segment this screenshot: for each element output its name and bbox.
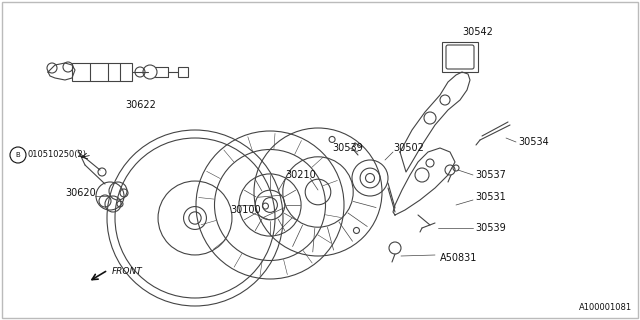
Bar <box>442 42 478 72</box>
Text: 30534: 30534 <box>518 137 548 147</box>
Text: 30539: 30539 <box>475 223 506 233</box>
Text: B: B <box>15 152 20 158</box>
Text: 30539: 30539 <box>332 143 363 153</box>
Text: 30537: 30537 <box>475 170 506 180</box>
Text: FRONT: FRONT <box>112 268 143 276</box>
Text: 010510250(2): 010510250(2) <box>28 150 87 159</box>
Text: 30620: 30620 <box>65 188 96 198</box>
Text: 30210: 30210 <box>285 170 316 180</box>
Text: 30502: 30502 <box>393 143 424 153</box>
Bar <box>72 63 132 81</box>
Text: A50831: A50831 <box>440 253 477 263</box>
Text: 30622: 30622 <box>125 100 156 110</box>
Bar <box>178 67 188 77</box>
Text: A100001081: A100001081 <box>579 303 632 312</box>
Text: 30542: 30542 <box>462 27 493 37</box>
Text: 30531: 30531 <box>475 192 506 202</box>
Text: 30100: 30100 <box>230 205 260 215</box>
